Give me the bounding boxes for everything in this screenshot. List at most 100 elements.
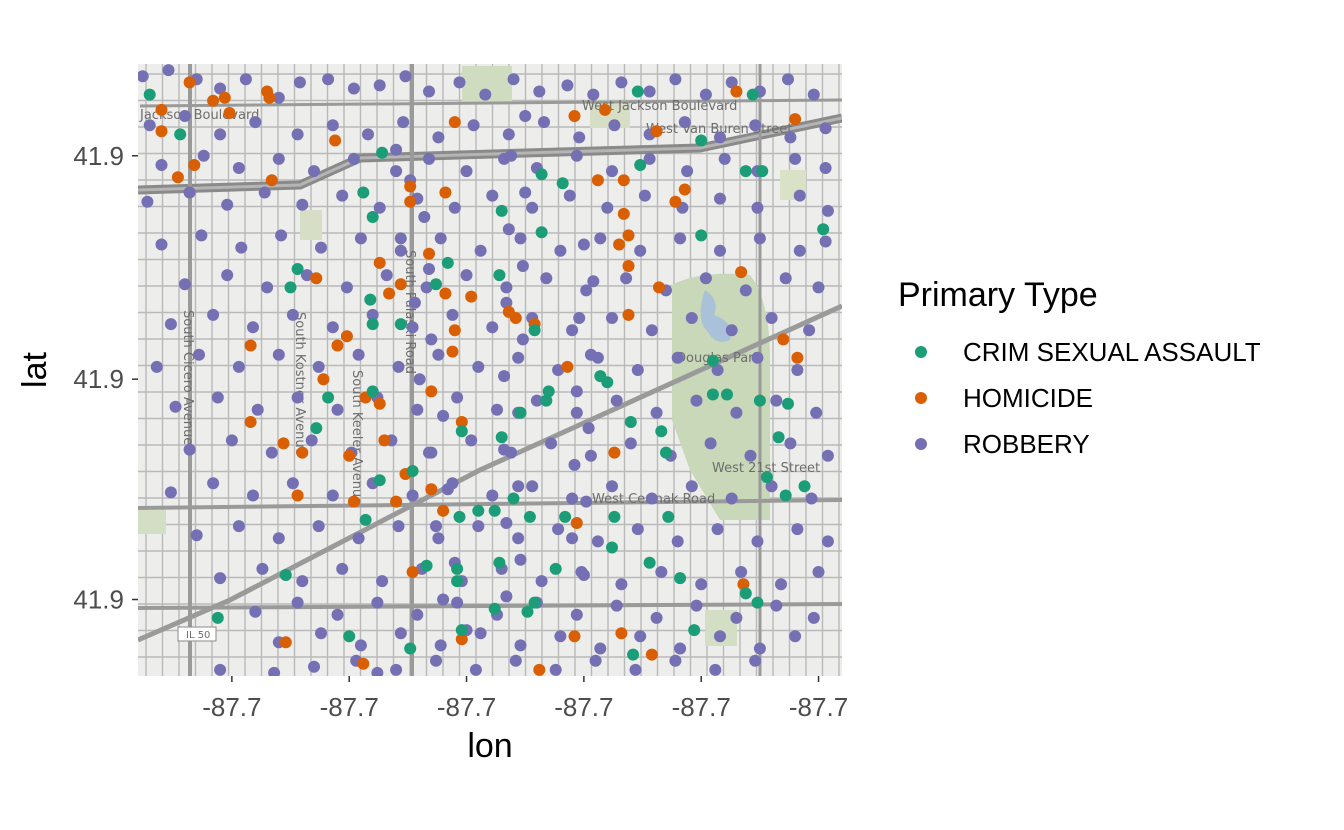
- point-crim-sexual-assault: [627, 648, 640, 661]
- point-homicide: [622, 308, 635, 321]
- point-robbery: [390, 143, 403, 156]
- point-robbery: [486, 321, 499, 334]
- point-robbery: [570, 608, 583, 621]
- point-robbery: [725, 76, 738, 89]
- point-robbery: [507, 73, 520, 86]
- point-robbery: [326, 119, 339, 132]
- point-homicide: [406, 566, 419, 578]
- point-crim-sexual-assault: [746, 88, 759, 101]
- point-robbery: [606, 480, 618, 493]
- point-crim-sexual-assault: [542, 385, 555, 398]
- point-robbery: [406, 321, 419, 334]
- point-robbery: [669, 654, 682, 667]
- point-robbery: [275, 229, 288, 242]
- point-robbery: [566, 532, 579, 545]
- point-robbery: [784, 131, 797, 144]
- point-crim-sexual-assault: [706, 354, 719, 367]
- point-crim-sexual-assault: [608, 510, 621, 523]
- point-crim-sexual-assault: [343, 630, 356, 643]
- point-homicide: [669, 195, 682, 208]
- cermak-road: [138, 498, 842, 510]
- basemap: West Jackson Boulevard West Van Buren St…: [138, 64, 842, 676]
- point-homicide: [404, 195, 417, 208]
- point-homicide: [291, 489, 304, 502]
- point-robbery: [347, 152, 360, 165]
- point-crim-sexual-assault: [493, 556, 506, 569]
- point-robbery: [634, 244, 647, 257]
- point-crim-sexual-assault: [451, 562, 464, 575]
- point-homicide: [329, 134, 342, 147]
- point-crim-sexual-assault: [549, 562, 562, 575]
- point-robbery: [519, 110, 532, 122]
- point-homicide: [735, 266, 748, 279]
- point-crim-sexual-assault: [430, 278, 442, 291]
- point-robbery: [819, 122, 832, 135]
- point-homicide: [591, 174, 604, 187]
- point-robbery: [650, 406, 663, 419]
- y-axis-title: lat: [16, 351, 54, 387]
- point-crim-sexual-assault: [624, 416, 637, 428]
- point-robbery: [143, 119, 156, 132]
- point-robbery: [533, 85, 546, 98]
- point-robbery: [221, 269, 234, 282]
- point-homicide: [448, 324, 461, 337]
- point-robbery: [286, 477, 299, 490]
- point-homicide: [568, 110, 581, 122]
- point-robbery: [498, 443, 511, 456]
- point-crim-sexual-assault: [406, 465, 419, 477]
- point-crim-sexual-assault: [488, 602, 501, 615]
- point-robbery: [526, 201, 539, 214]
- point-robbery: [448, 201, 461, 214]
- point-robbery: [587, 88, 600, 101]
- point-crim-sexual-assault: [322, 391, 335, 404]
- point-robbery: [561, 79, 574, 92]
- point-homicide: [455, 633, 468, 646]
- point-robbery: [326, 489, 339, 502]
- point-crim-sexual-assault: [291, 263, 304, 275]
- point-robbery: [554, 244, 567, 257]
- point-robbery: [390, 663, 403, 676]
- point-robbery: [610, 394, 623, 407]
- point-robbery: [155, 238, 168, 251]
- point-robbery: [362, 128, 374, 141]
- point-homicide: [218, 91, 231, 104]
- point-homicide: [310, 272, 323, 285]
- point-robbery: [479, 88, 492, 101]
- point-homicide: [378, 434, 391, 447]
- point-robbery: [516, 333, 529, 346]
- point-robbery: [423, 85, 435, 98]
- point-crim-sexual-assault: [453, 510, 466, 523]
- point-crim-sexual-assault: [284, 281, 297, 294]
- legend-title: Primary Type: [898, 276, 1098, 314]
- legend-key: [915, 438, 927, 450]
- point-robbery: [423, 152, 435, 165]
- point-robbery: [354, 639, 367, 652]
- point-robbery: [645, 492, 658, 505]
- point-robbery: [775, 578, 787, 591]
- point-crim-sexual-assault: [751, 596, 764, 609]
- point-homicide: [223, 107, 236, 119]
- point-crim-sexual-assault: [660, 446, 672, 459]
- point-robbery: [704, 437, 717, 450]
- point-robbery: [821, 449, 834, 462]
- point-robbery: [193, 348, 205, 361]
- point-robbery: [512, 480, 525, 493]
- point-robbery: [425, 333, 438, 346]
- point-homicide: [373, 397, 386, 410]
- point-robbery: [744, 449, 757, 462]
- point-homicide: [568, 630, 581, 643]
- point-robbery: [331, 403, 344, 416]
- point-robbery: [751, 351, 764, 364]
- point-crim-sexual-assault: [674, 572, 687, 585]
- legend-label: HOMICIDE: [963, 383, 1093, 413]
- point-robbery: [214, 128, 227, 141]
- point-robbery: [807, 88, 820, 101]
- point-robbery: [465, 434, 478, 447]
- point-crim-sexual-assault: [798, 480, 811, 493]
- point-robbery: [432, 348, 445, 361]
- point-robbery: [655, 566, 668, 578]
- legend: Primary Type CRIM SEXUAL ASSAULT HOMICIDE…: [898, 276, 1261, 459]
- point-robbery: [563, 189, 576, 202]
- point-robbery: [169, 400, 182, 413]
- point-crim-sexual-assault: [455, 624, 468, 637]
